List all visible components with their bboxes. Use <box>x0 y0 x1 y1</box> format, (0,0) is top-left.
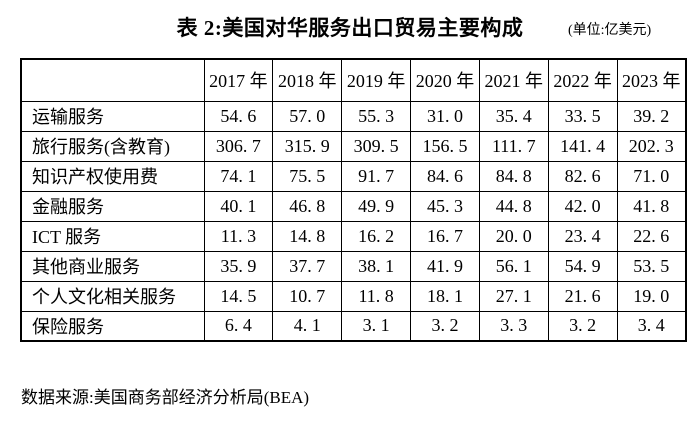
table-row: ICT 服务 11. 3 14. 8 16. 2 16. 7 20. 0 23.… <box>20 220 687 252</box>
value-cell: 71. 0 <box>616 160 687 192</box>
value-cell: 141. 4 <box>547 130 618 162</box>
unit-note: (单位:亿美元) <box>568 23 652 38</box>
value-cell: 23. 4 <box>547 220 618 252</box>
table-row: 运输服务 54. 6 57. 0 55. 3 31. 0 35. 4 33. 5… <box>20 100 687 132</box>
value-cell: 35. 4 <box>478 100 549 132</box>
value-cell: 315. 9 <box>272 130 343 162</box>
source-note: 数据来源:美国商务部经济分析局(BEA) <box>21 388 310 407</box>
value-cell: 306. 7 <box>203 130 274 162</box>
row-label-cell: 其他商业服务 <box>20 250 205 282</box>
header-cell-empty <box>20 58 205 102</box>
value-cell: 31. 0 <box>410 100 480 132</box>
header-row: 2017 年 2018 年 2019 年 2020 年 2021 年 2022 … <box>20 58 687 102</box>
value-cell: 14. 8 <box>272 220 343 252</box>
table-row: 金融服务 40. 1 46. 8 49. 9 45. 3 44. 8 42. 0… <box>20 190 687 222</box>
table-row: 保险服务 6. 4 4. 1 3. 1 3. 2 3. 3 3. 2 3. 4 <box>20 310 687 342</box>
value-cell: 3. 2 <box>547 310 618 342</box>
row-label-cell: ICT 服务 <box>20 220 205 252</box>
value-cell: 27. 1 <box>478 280 549 312</box>
header-cell-2020: 2020 年 <box>410 58 480 102</box>
value-cell: 111. 7 <box>478 130 549 162</box>
value-cell: 55. 3 <box>341 100 412 132</box>
value-cell: 11. 3 <box>203 220 274 252</box>
services-export-table: 2017 年 2018 年 2019 年 2020 年 2021 年 2022 … <box>20 58 687 342</box>
value-cell: 56. 1 <box>478 250 549 282</box>
value-cell: 49. 9 <box>341 190 412 222</box>
value-cell: 82. 6 <box>547 160 618 192</box>
value-cell: 37. 7 <box>272 250 343 282</box>
value-cell: 11. 8 <box>341 280 412 312</box>
value-cell: 20. 0 <box>478 220 549 252</box>
value-cell: 41. 8 <box>616 190 687 222</box>
value-cell: 6. 4 <box>203 310 274 342</box>
row-label-cell: 金融服务 <box>20 190 205 222</box>
value-cell: 35. 9 <box>203 250 274 282</box>
header-cell-2021: 2021 年 <box>478 58 549 102</box>
table-row: 旅行服务(含教育) 306. 7 315. 9 309. 5 156. 5 11… <box>20 130 687 162</box>
value-cell: 91. 7 <box>341 160 412 192</box>
value-cell: 45. 3 <box>410 190 480 222</box>
value-cell: 74. 1 <box>203 160 274 192</box>
value-cell: 75. 5 <box>272 160 343 192</box>
value-cell: 57. 0 <box>272 100 343 132</box>
value-cell: 4. 1 <box>272 310 343 342</box>
header-cell-2023: 2023 年 <box>616 58 687 102</box>
row-label-cell: 知识产权使用费 <box>20 160 205 192</box>
value-cell: 10. 7 <box>272 280 343 312</box>
header-cell-2018: 2018 年 <box>272 58 343 102</box>
row-label-cell: 个人文化相关服务 <box>20 280 205 312</box>
value-cell: 38. 1 <box>341 250 412 282</box>
value-cell: 84. 6 <box>410 160 480 192</box>
value-cell: 3. 2 <box>410 310 480 342</box>
value-cell: 39. 2 <box>616 100 687 132</box>
figure-header: 表 2:美国对华服务出口贸易主要构成 (单位:亿美元) <box>0 12 700 42</box>
value-cell: 16. 7 <box>410 220 480 252</box>
value-cell: 21. 6 <box>547 280 618 312</box>
value-cell: 14. 5 <box>203 280 274 312</box>
value-cell: 309. 5 <box>341 130 412 162</box>
header-cell-2017: 2017 年 <box>203 58 274 102</box>
value-cell: 202. 3 <box>616 130 687 162</box>
value-cell: 16. 2 <box>341 220 412 252</box>
value-cell: 41. 9 <box>410 250 480 282</box>
table-row: 个人文化相关服务 14. 5 10. 7 11. 8 18. 1 27. 1 2… <box>20 280 687 312</box>
value-cell: 40. 1 <box>203 190 274 222</box>
value-cell: 3. 3 <box>478 310 549 342</box>
value-cell: 33. 5 <box>547 100 618 132</box>
value-cell: 3. 1 <box>341 310 412 342</box>
value-cell: 3. 4 <box>616 310 687 342</box>
value-cell: 156. 5 <box>410 130 480 162</box>
value-cell: 22. 6 <box>616 220 687 252</box>
header-cell-2022: 2022 年 <box>547 58 618 102</box>
row-label-cell: 运输服务 <box>20 100 205 132</box>
value-cell: 42. 0 <box>547 190 618 222</box>
table-row: 知识产权使用费 74. 1 75. 5 91. 7 84. 6 84. 8 82… <box>20 160 687 192</box>
row-label-cell: 旅行服务(含教育) <box>20 130 205 162</box>
value-cell: 84. 8 <box>478 160 549 192</box>
value-cell: 44. 8 <box>478 190 549 222</box>
value-cell: 53. 5 <box>616 250 687 282</box>
table-title: 表 2:美国对华服务出口贸易主要构成 <box>176 16 524 40</box>
value-cell: 54. 9 <box>547 250 618 282</box>
value-cell: 18. 1 <box>410 280 480 312</box>
value-cell: 54. 6 <box>203 100 274 132</box>
value-cell: 19. 0 <box>616 280 687 312</box>
value-cell: 46. 8 <box>272 190 343 222</box>
row-label-cell: 保险服务 <box>20 310 205 342</box>
table-row: 其他商业服务 35. 9 37. 7 38. 1 41. 9 56. 1 54.… <box>20 250 687 282</box>
header-cell-2019: 2019 年 <box>341 58 412 102</box>
